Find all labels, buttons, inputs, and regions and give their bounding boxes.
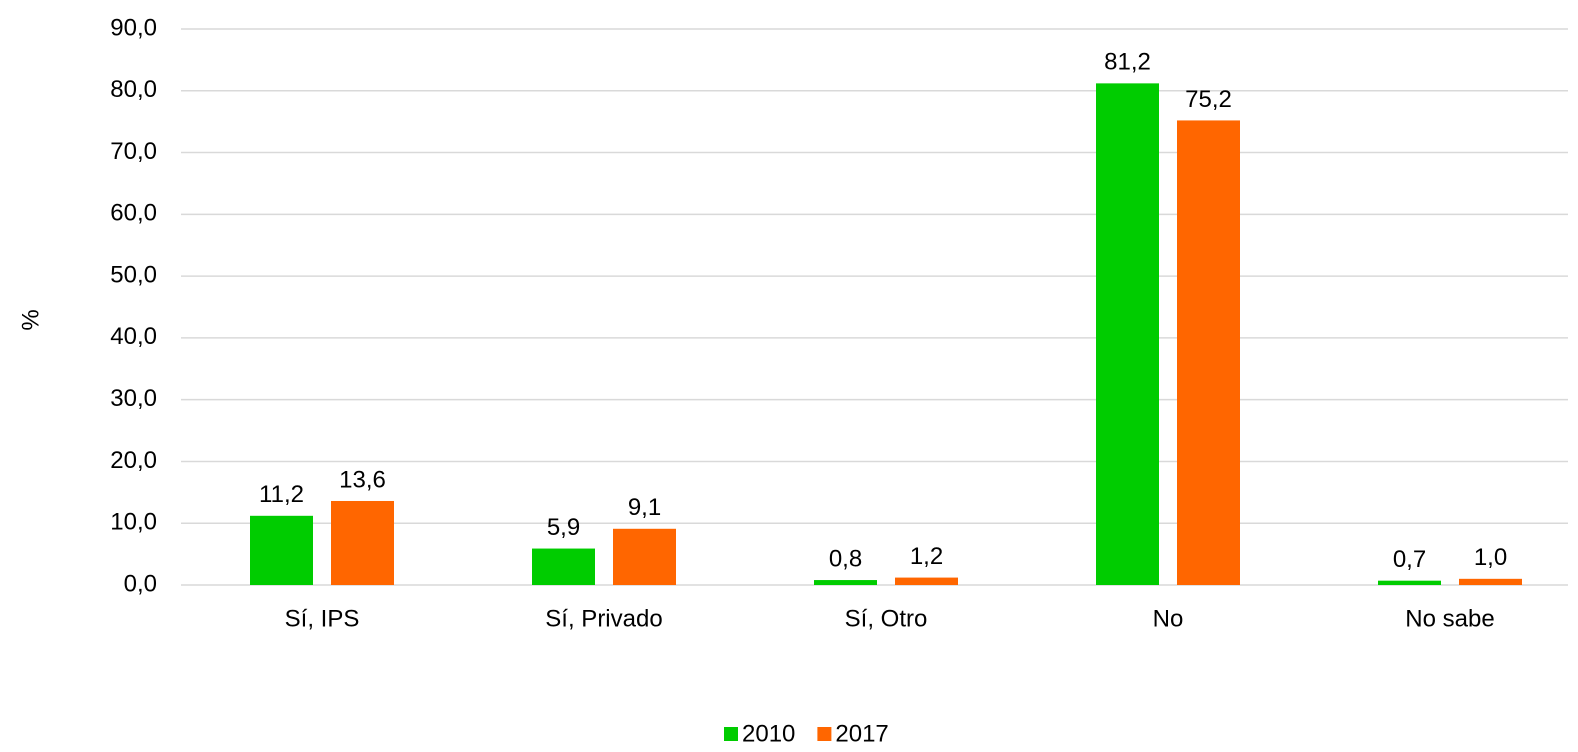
value-label: 1,2 [910, 543, 943, 570]
bar [895, 577, 958, 585]
bar [532, 548, 595, 585]
bar [1378, 580, 1441, 585]
bar [331, 500, 394, 585]
bar [1459, 578, 1522, 585]
bar [1177, 120, 1240, 585]
y-tick-label: 10,0 [110, 509, 157, 536]
y-tick-label: 50,0 [110, 261, 157, 288]
value-label: 0,8 [829, 545, 862, 572]
x-tick-label: Sí, Privado [545, 605, 662, 632]
value-label: 9,1 [628, 494, 661, 521]
x-tick-label: Sí, IPS [285, 605, 360, 632]
x-tick-label: Sí, Otro [845, 605, 928, 632]
value-label: 81,2 [1104, 49, 1151, 76]
x-tick-label: No sabe [1405, 605, 1494, 632]
legend-swatch [817, 727, 832, 741]
y-tick-label: 20,0 [110, 447, 157, 474]
y-tick-label: 40,0 [110, 323, 157, 350]
bar [814, 580, 877, 585]
value-label: 0,7 [1393, 546, 1426, 573]
bar [1096, 83, 1159, 585]
legend-label: 2010 [742, 720, 795, 747]
y-tick-label: 90,0 [110, 14, 157, 41]
y-axis-label: % [17, 309, 44, 330]
value-label: 13,6 [339, 466, 386, 493]
y-tick-label: 80,0 [110, 76, 157, 103]
y-tick-label: 0,0 [124, 570, 157, 597]
value-label: 75,2 [1185, 86, 1232, 113]
value-label: 11,2 [259, 481, 304, 508]
y-tick-label: 70,0 [110, 138, 157, 165]
y-tick-label: 60,0 [110, 200, 157, 227]
value-label: 1,0 [1474, 544, 1507, 571]
legend-swatch [724, 727, 738, 741]
bar [613, 528, 676, 585]
x-tick-label: No [1153, 605, 1184, 632]
value-label: 5,9 [547, 514, 580, 541]
legend-label: 2017 [835, 720, 888, 747]
y-tick-label: 30,0 [110, 385, 157, 412]
bar [250, 515, 313, 585]
